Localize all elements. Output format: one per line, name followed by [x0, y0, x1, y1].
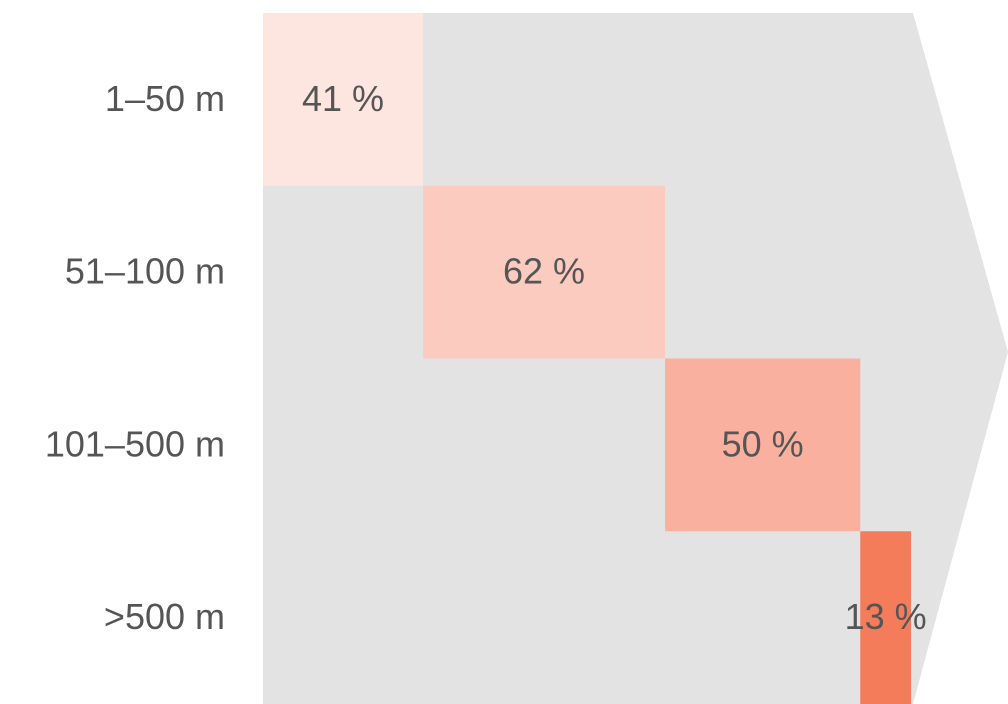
category-label: 101–500 m: [45, 423, 225, 464]
bar: [860, 531, 911, 704]
bar: [423, 185, 666, 359]
value-label: 41 %: [302, 78, 384, 119]
value-label: 62 %: [503, 251, 585, 292]
category-label: 51–100 m: [65, 251, 225, 292]
category-label: 1–50 m: [105, 78, 225, 119]
bar: [263, 13, 424, 186]
value-label: 50 %: [722, 423, 804, 464]
bar: [665, 358, 861, 532]
value-label: 13 %: [845, 596, 927, 637]
category-label: >500 m: [104, 596, 225, 637]
